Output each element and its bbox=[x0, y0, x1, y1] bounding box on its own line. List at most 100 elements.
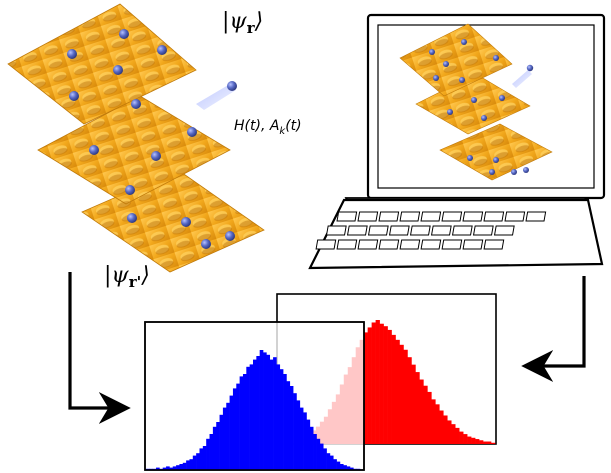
histogram-bar bbox=[483, 441, 488, 444]
atom bbox=[125, 185, 135, 195]
histogram-bar bbox=[296, 400, 301, 470]
histogram-bar bbox=[395, 339, 400, 444]
keyboard-key bbox=[336, 211, 358, 222]
histogram-bar bbox=[439, 410, 444, 444]
lattice-stack-left bbox=[7, 3, 265, 273]
lattice-layer-middle bbox=[37, 95, 231, 205]
histogram-bar bbox=[316, 438, 321, 470]
keyboard-key bbox=[357, 211, 379, 222]
atom bbox=[181, 217, 191, 227]
ket-bottom-label: |ψr'⟩ bbox=[104, 263, 150, 291]
histogram-bar bbox=[363, 332, 368, 444]
atom bbox=[113, 65, 123, 75]
atoms-top-layer bbox=[67, 29, 237, 109]
histogram-bar bbox=[333, 459, 337, 470]
atom bbox=[201, 239, 211, 249]
histogram-bar bbox=[415, 372, 420, 444]
histogram-bar bbox=[293, 393, 297, 470]
histogram-bar bbox=[202, 446, 207, 470]
histogram-bar bbox=[242, 374, 247, 470]
histogram-bar bbox=[273, 357, 277, 470]
histogram-bar bbox=[236, 383, 240, 470]
histogram-panel-blue bbox=[144, 321, 365, 471]
histogram-bar bbox=[192, 455, 197, 470]
histogram-bar bbox=[479, 440, 484, 444]
keyboard-key bbox=[483, 239, 505, 250]
histogram-bar bbox=[182, 462, 187, 470]
keyboard-key bbox=[325, 225, 347, 236]
keyboard-key bbox=[441, 211, 463, 222]
keyboard-key bbox=[399, 211, 421, 222]
arrow-left-to-histogram bbox=[68, 272, 131, 424]
keyboard-key bbox=[399, 239, 421, 250]
histogram-bar bbox=[491, 442, 496, 444]
histogram-bar bbox=[313, 434, 317, 470]
histogram-bar bbox=[455, 427, 460, 444]
histogram-bar bbox=[189, 459, 194, 470]
histogram-bar bbox=[219, 414, 224, 470]
histogram-bar bbox=[419, 379, 424, 444]
keyboard-key bbox=[504, 211, 526, 222]
histogram-bar bbox=[226, 402, 230, 470]
histogram-bar bbox=[346, 466, 351, 470]
histogram-bar bbox=[166, 466, 170, 470]
histogram-bar bbox=[179, 464, 184, 470]
histogram-bar bbox=[256, 356, 260, 470]
laptop bbox=[308, 13, 606, 270]
histogram-bar bbox=[319, 443, 324, 470]
atom bbox=[127, 213, 137, 223]
histogram-bar bbox=[339, 464, 344, 470]
keyboard-key bbox=[388, 225, 410, 236]
histogram-bar bbox=[266, 354, 271, 470]
histogram-bar bbox=[289, 386, 294, 470]
histogram-bar bbox=[209, 434, 214, 470]
histogram-bar bbox=[276, 364, 281, 470]
atom bbox=[187, 127, 197, 137]
keyboard-key bbox=[483, 211, 505, 222]
atoms-middle-layer bbox=[89, 127, 197, 195]
histogram-bar bbox=[375, 320, 380, 444]
histogram-bar bbox=[299, 407, 304, 470]
histogram-bar bbox=[451, 424, 456, 444]
histogram-bar bbox=[169, 467, 174, 470]
keyboard-key bbox=[367, 225, 389, 236]
keyboard-key bbox=[420, 239, 442, 250]
keyboard-key bbox=[462, 211, 484, 222]
keyboard-key bbox=[441, 239, 463, 250]
hamiltonian-label: H(t), Ak(t) bbox=[234, 118, 302, 137]
histogram-bar bbox=[371, 322, 376, 444]
keyboard-key bbox=[451, 225, 473, 236]
histogram-bar bbox=[172, 466, 177, 470]
histogram-bar bbox=[407, 357, 412, 444]
histogram-bar bbox=[246, 366, 250, 470]
histogram-bar bbox=[216, 422, 220, 470]
keyboard-key bbox=[346, 225, 368, 236]
histogram-bar bbox=[459, 431, 464, 444]
atom bbox=[151, 151, 161, 161]
atom bbox=[67, 49, 77, 59]
histogram-bar bbox=[186, 460, 190, 470]
histogram-bar bbox=[212, 426, 217, 470]
atom-free bbox=[227, 81, 237, 91]
histogram-bar bbox=[487, 441, 492, 444]
histogram-bar bbox=[403, 349, 408, 444]
keyboard-key bbox=[336, 239, 358, 250]
histogram-bar bbox=[176, 465, 180, 470]
histogram-bar bbox=[435, 404, 440, 444]
histogram-bar bbox=[423, 385, 428, 444]
histogram-bar bbox=[336, 461, 341, 470]
histogram-bar bbox=[387, 329, 392, 444]
histogram-bar bbox=[222, 407, 227, 470]
histogram-bar bbox=[199, 448, 204, 470]
atom bbox=[225, 231, 235, 241]
histogram-bar bbox=[463, 434, 468, 444]
histogram-bar bbox=[475, 439, 480, 444]
histogram-bar bbox=[467, 436, 472, 444]
atom bbox=[157, 45, 167, 55]
histogram-bar bbox=[283, 374, 287, 470]
keyboard-key bbox=[420, 211, 442, 222]
keyboard-key bbox=[378, 239, 400, 250]
ket-top-label: |ψr⟩ bbox=[222, 9, 263, 37]
histogram-bar bbox=[431, 399, 436, 444]
